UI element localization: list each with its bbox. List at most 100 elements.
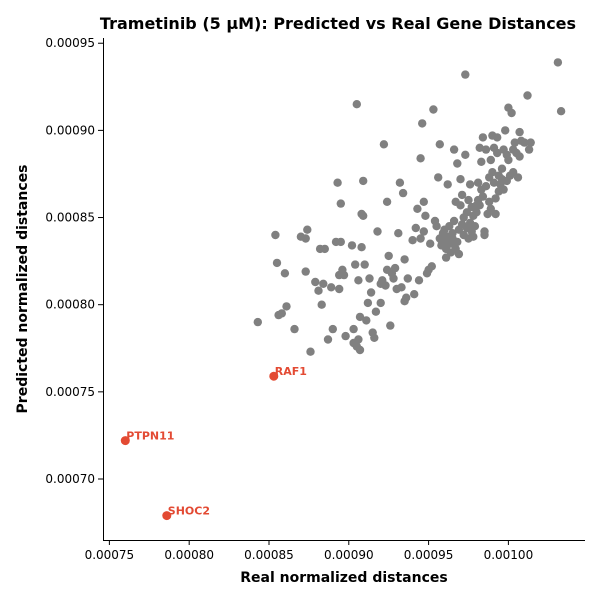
data-point	[359, 211, 368, 220]
data-point	[362, 316, 371, 325]
data-point	[301, 267, 310, 276]
y-tick-label: 0.00075	[45, 385, 95, 399]
data-point	[354, 276, 363, 285]
data-point	[271, 230, 280, 240]
data-point	[416, 154, 425, 163]
data-point	[493, 133, 502, 142]
y-tick-label: 0.00095	[45, 36, 95, 50]
data-point	[510, 138, 519, 147]
x-tick-label: 0.00085	[244, 548, 294, 562]
data-point	[464, 195, 473, 205]
data-point	[461, 70, 470, 79]
data-point	[323, 335, 333, 344]
data-point	[341, 331, 350, 341]
data-point	[461, 150, 470, 159]
x-axis-label: Real normalized distances	[240, 570, 447, 586]
y-axis-ticks: 0.00070 0.00075 0.00080 0.00085 0.00090 0.000…	[45, 36, 103, 486]
data-point	[434, 173, 443, 182]
data-point	[354, 335, 363, 344]
data-point	[515, 152, 524, 161]
data-point	[556, 107, 566, 116]
data-point	[335, 284, 344, 294]
data-point	[272, 258, 282, 268]
highlighted-point-label: RAF1	[275, 365, 307, 378]
highlight-layer: RAF1 PTPN11 SHOC2	[120, 365, 307, 521]
data-point	[306, 347, 315, 356]
highlighted-point-label: SHOC2	[168, 505, 210, 518]
data-point	[481, 145, 491, 154]
data-point	[290, 324, 299, 334]
data-point	[491, 209, 500, 219]
data-point	[421, 211, 430, 220]
data-point	[499, 185, 508, 194]
data-point	[333, 178, 342, 187]
data-point	[355, 312, 365, 322]
y-axis-label: Predicted normalized distances	[15, 165, 31, 414]
data-point	[282, 302, 291, 311]
data-point	[493, 148, 502, 158]
data-point	[357, 243, 366, 252]
data-point	[419, 197, 428, 206]
data-point	[489, 178, 499, 187]
data-point	[327, 283, 336, 292]
data-point	[478, 133, 488, 142]
data-point	[320, 244, 329, 254]
data-point	[472, 208, 481, 217]
data-point	[314, 286, 323, 295]
data-point	[336, 199, 345, 208]
data-point	[381, 281, 390, 290]
data-point	[395, 178, 405, 187]
data-point	[301, 234, 310, 243]
data-point	[410, 290, 419, 299]
data-point	[432, 222, 441, 231]
data-point	[515, 127, 524, 137]
data-point	[363, 298, 373, 308]
data-point	[419, 227, 428, 236]
data-point	[360, 260, 369, 269]
data-point	[319, 279, 328, 288]
x-tick-label: 0.00090	[324, 548, 374, 562]
data-point	[449, 216, 459, 226]
data-point	[449, 145, 459, 154]
x-tick-label: 0.00095	[404, 548, 454, 562]
points-layer	[253, 58, 566, 356]
data-point	[448, 229, 457, 238]
x-tick-label: 0.00080	[164, 548, 214, 562]
data-point	[389, 274, 398, 283]
chart-title: Trametinib (5 μM): Predicted vs Real Gen…	[100, 14, 576, 33]
data-point	[443, 180, 452, 189]
data-point	[413, 204, 422, 213]
data-point	[339, 270, 349, 280]
data-point	[475, 143, 484, 152]
data-point	[553, 58, 563, 67]
data-point	[376, 298, 385, 308]
data-point	[523, 91, 532, 100]
data-point	[408, 236, 417, 245]
data-point	[394, 229, 403, 238]
y-tick-label: 0.00090	[45, 123, 95, 137]
highlighted-point	[269, 371, 279, 381]
data-point	[475, 201, 484, 210]
y-tick-label: 0.00080	[45, 298, 95, 312]
data-point	[366, 288, 376, 297]
data-point	[414, 276, 424, 285]
data-point	[355, 345, 365, 355]
data-point	[469, 232, 478, 241]
data-point	[470, 222, 480, 231]
x-tick-label: 0.00100	[484, 548, 534, 562]
data-point	[352, 100, 361, 109]
x-tick-label: 0.00075	[85, 548, 135, 562]
data-point	[513, 173, 523, 182]
data-point	[386, 321, 395, 330]
data-point	[504, 155, 513, 165]
data-point	[390, 263, 400, 273]
data-point	[478, 192, 488, 201]
data-point	[359, 176, 368, 186]
data-point	[382, 197, 392, 206]
data-point	[303, 225, 312, 234]
data-point	[277, 309, 286, 318]
data-point	[491, 194, 500, 203]
data-point	[253, 317, 262, 327]
